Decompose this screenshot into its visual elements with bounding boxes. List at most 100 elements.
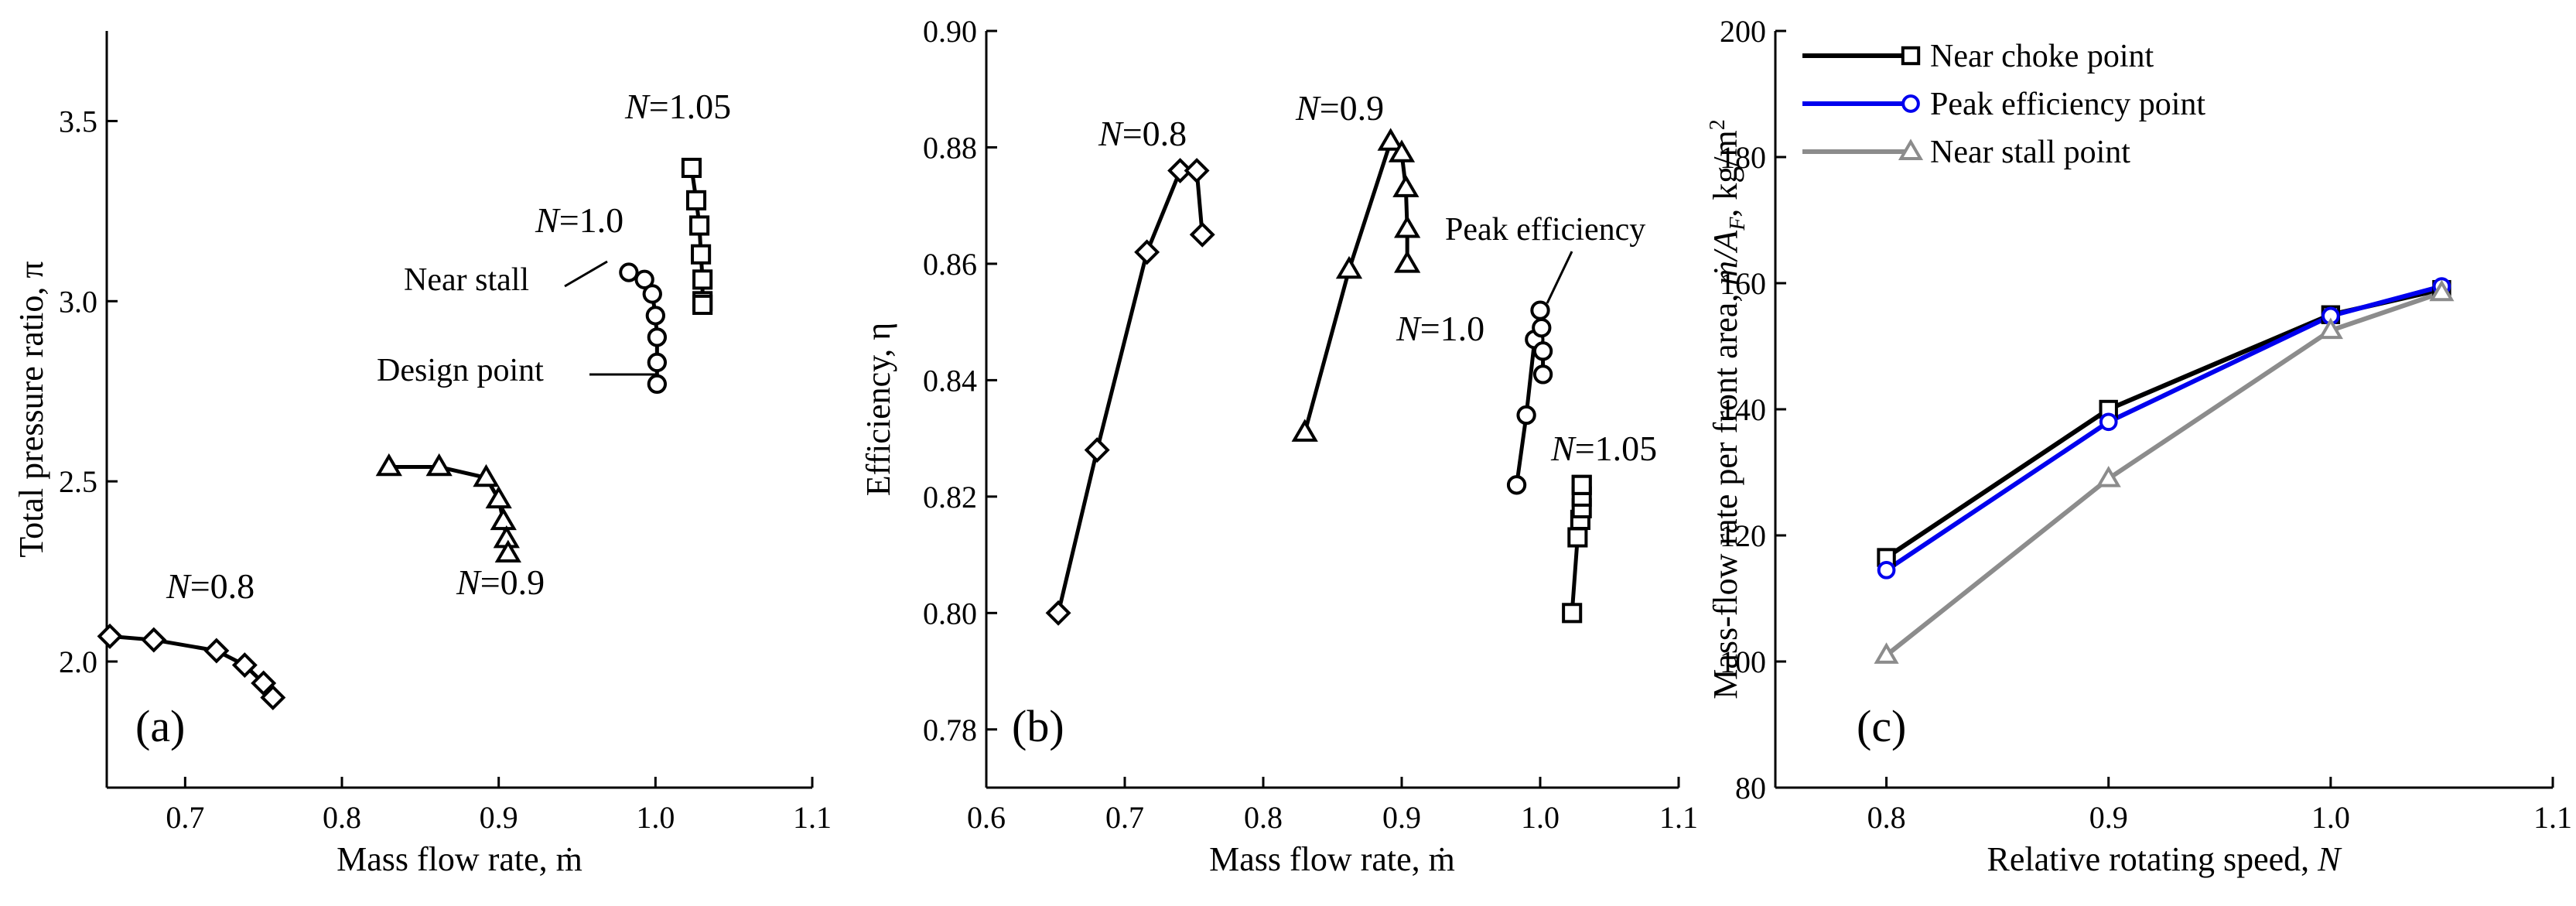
panel-b-y-tick-label: 0.78 <box>923 713 977 747</box>
panel-c-y-tick-label: 120 <box>1720 518 1766 553</box>
panel-a-series-3-point <box>691 244 712 265</box>
panel-a-near-stall-leader <box>564 260 608 288</box>
panel-c-y-tick-label: 180 <box>1720 140 1766 175</box>
panel-a-label-n10: N=1.0 <box>535 200 624 240</box>
panel-b-label-n09: N=0.9 <box>1295 88 1384 128</box>
panel-a-label-n105: N=1.05 <box>624 87 731 126</box>
panel-b-y-axis-title: Efficiency, η <box>859 323 897 497</box>
panel-b-y-tick-label: 0.88 <box>923 130 977 165</box>
panel-c-y-tick-label: 200 <box>1720 14 1766 49</box>
panel-b-annotation-peak-efficiency: Peak efficiency <box>1445 212 1645 248</box>
panel-b-y-tick-label: 0.90 <box>923 14 977 49</box>
panel-a-series-2-point <box>642 284 662 304</box>
panel-a-annotation-near-stall: Near stall <box>404 262 529 298</box>
panel-c-series-line-1 <box>1884 284 2443 573</box>
panel-a-x-tick-label: 1.1 <box>793 800 832 835</box>
panel-b-series-3-point <box>1562 603 1583 624</box>
panel-b-series-3-point <box>1567 527 1588 548</box>
panel-a-series-1-point <box>485 485 512 509</box>
panel-b-series-3-point <box>1571 474 1592 495</box>
panel-c-series-line-2 <box>1884 290 2443 658</box>
panel-a-series-0-point <box>231 652 258 679</box>
panel-b-series-2-point <box>1532 364 1553 385</box>
panel-a-label-n08: N=0.8 <box>166 566 255 606</box>
panel-b-peak-efficiency-leader <box>1546 251 1573 304</box>
panel-a-series-2-point <box>645 306 665 326</box>
panel-a-series-2-point <box>647 327 668 347</box>
panel-b-y-tick-label: 0.84 <box>923 363 977 398</box>
panel-b-series-1-point <box>1335 255 1363 279</box>
panel-a-series-0-point <box>203 638 230 664</box>
panel-c-series-2-point <box>2096 466 2121 487</box>
legend-label-2: Near stall point <box>1930 135 2130 170</box>
panel-b-series-0-point <box>1167 158 1194 184</box>
panel-b-series-2-point <box>1506 475 1527 495</box>
panel-b-x-tick-label: 0.8 <box>1244 800 1283 835</box>
panel-b-efficiency-chart: 0.6 0.7 0.8 0.9 1.0 1.1 0.78 0.80 0.82 0.84 0.86 0.… <box>859 14 1698 878</box>
panel-a-y-tick-label: 3.0 <box>59 284 97 319</box>
panel-c-y-tick-label: 160 <box>1720 266 1766 301</box>
panel-b-x-tick-label: 1.1 <box>1659 800 1698 835</box>
panel-a-series-2-point <box>634 269 654 290</box>
panel-b-series-1-point <box>1291 419 1318 442</box>
panel-a-label-n09: N=0.9 <box>456 562 545 602</box>
panel-a-x-tick-label: 1.0 <box>636 800 675 835</box>
panel-c-y-axis-title: Mass-flow rate per front area, ṁ/AF, kg/… <box>1706 119 1750 699</box>
panel-a-x-axis-title: Mass flow rate, ṁ <box>337 840 583 878</box>
panel-a-pressure-ratio-chart: 0.7 0.8 0.9 1.0 1.1 2.0 2.5 3.0 3.5 (a) Mass flo… <box>12 31 832 878</box>
legend-marker-1 <box>1901 94 1920 113</box>
legend-label-1: Peak efficiency point <box>1930 87 2205 122</box>
legend-label-0: Near choke point <box>1930 39 2154 74</box>
panel-b-x-axis-title: Mass flow rate, ṁ <box>1209 840 1455 878</box>
panel-b-x-tick-label: 0.6 <box>967 800 1006 835</box>
panel-b-series-0-point <box>1134 239 1160 265</box>
panel-a-series-3-point <box>692 294 713 315</box>
panel-b-x-tick-label: 0.7 <box>1105 800 1144 835</box>
panel-b-y-tick-label: 0.86 <box>923 247 977 282</box>
panel-a-series-2-point <box>647 352 668 373</box>
panel-c-series-2-point <box>2318 317 2343 340</box>
panel-a-series-3-point <box>685 190 707 210</box>
panel-b-series-1-point <box>1392 174 1420 197</box>
panel-b-series-1-point <box>1394 250 1421 273</box>
panel-b-series-2-point <box>1532 318 1552 338</box>
panel-c-letter: (c) <box>1857 701 1906 751</box>
panel-b-y-tick-label: 0.82 <box>923 480 977 515</box>
panel-c-series-2-point <box>1874 642 1899 664</box>
panel-b-x-tick-label: 1.0 <box>1521 800 1560 835</box>
panel-b-label-n10: N=1.0 <box>1396 309 1484 348</box>
panel-b-series-0-point <box>1045 600 1071 626</box>
panel-a-x-tick-label: 0.7 <box>166 800 204 835</box>
panel-a-series-1-point <box>375 453 402 477</box>
panel-b-series-line-1 <box>1303 138 1409 433</box>
panel-a-series-2-point <box>619 262 639 282</box>
panel-c-series-2-point <box>2429 279 2455 302</box>
panel-a-annotation-design-point: Design point <box>377 353 544 388</box>
panel-b-series-1-point <box>1377 128 1404 151</box>
panel-b-series-1-point <box>1394 215 1421 238</box>
panel-c-y-tick-label: 140 <box>1720 392 1766 427</box>
panel-a-letter: (a) <box>135 701 185 751</box>
panel-b-label-n08: N=0.8 <box>1098 114 1187 153</box>
panel-c-legend: Near choke point Peak efficiency point Nea… <box>1802 39 2205 170</box>
panel-a-series-1-point <box>473 463 500 487</box>
panel-b-series-2-point <box>1530 300 1550 320</box>
panel-b-series-1-point <box>1388 139 1416 162</box>
panel-c-y-tick-label: 80 <box>1735 771 1766 805</box>
panel-a-y-tick-label: 2.5 <box>59 464 97 499</box>
panel-b-y-tick-label: 0.80 <box>923 596 977 631</box>
panel-a-series-2-point <box>647 374 668 395</box>
panel-c-x-tick-label: 0.9 <box>2089 800 2128 835</box>
panel-b-series-2-point <box>1532 341 1553 361</box>
panel-c-x-tick-label: 1.0 <box>2311 800 2350 835</box>
panel-a-series-1-point <box>425 453 453 477</box>
panel-a-series-0-point <box>97 623 123 649</box>
panel-b-series-0-point <box>1189 221 1215 248</box>
panel-b-series-0-point <box>1184 158 1210 184</box>
panel-b-label-n105: N=1.05 <box>1550 429 1657 468</box>
panel-b-x-tick-label: 0.9 <box>1382 800 1421 835</box>
panel-a-x-tick-label: 0.8 <box>323 800 361 835</box>
legend-marker-0 <box>1901 46 1921 66</box>
legend-marker-2 <box>1898 138 1924 160</box>
